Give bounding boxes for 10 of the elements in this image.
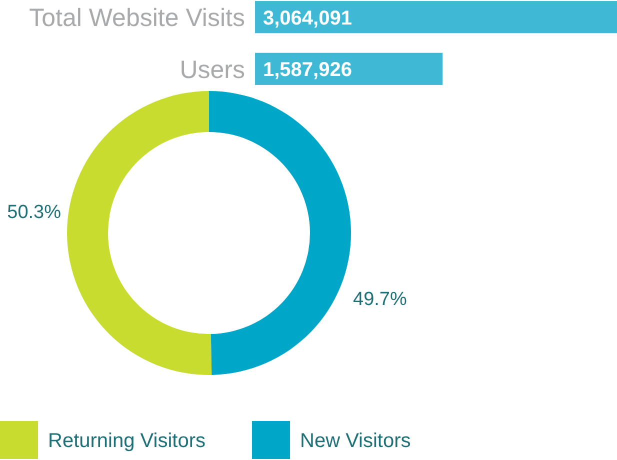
data-label: 1,587,926	[263, 59, 352, 82]
data-label: 3,064,091	[263, 7, 352, 30]
legend-label: New Visitors	[300, 430, 411, 452]
y-tick-label: Users	[180, 56, 245, 84]
donut-slice	[67, 91, 212, 375]
y-tick-label: Total Website Visits	[29, 4, 245, 32]
legend-label: Returning Visitors	[48, 430, 206, 452]
data-label: 49.7%	[353, 288, 407, 310]
donut-slice	[209, 91, 351, 375]
data-label: 50.3%	[7, 202, 62, 223]
